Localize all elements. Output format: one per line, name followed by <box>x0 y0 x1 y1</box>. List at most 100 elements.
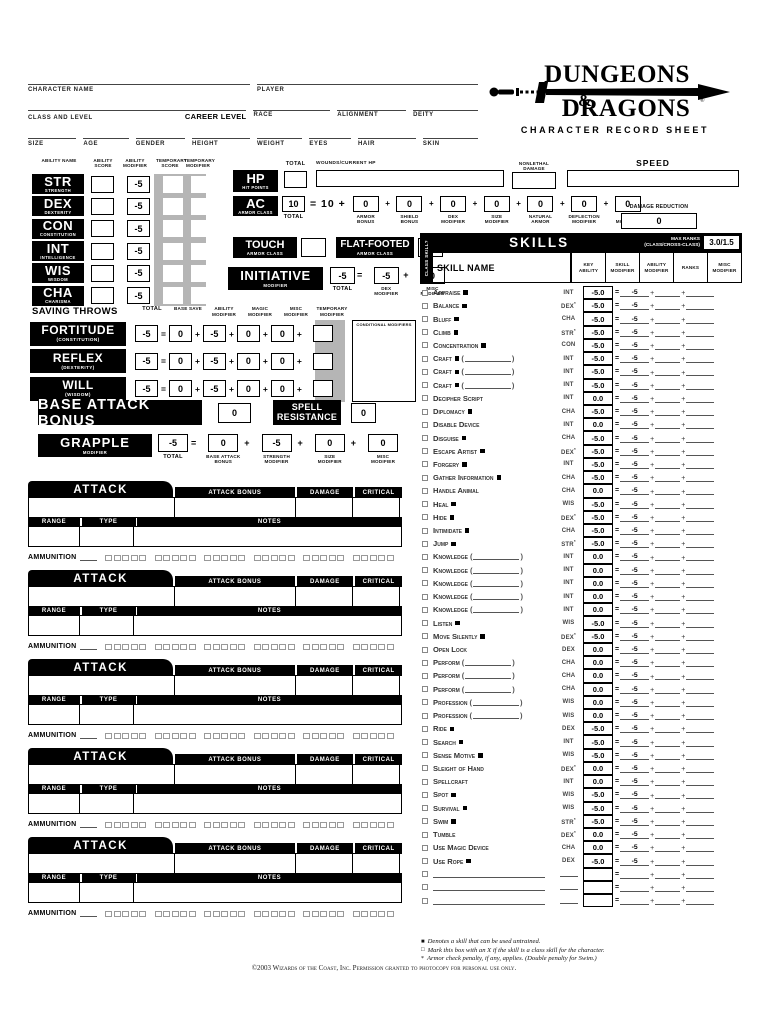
skill-modifier-box[interactable]: -5.0 <box>583 457 613 472</box>
cha-temp-modifier-input[interactable] <box>191 287 211 305</box>
ability-modifier-value[interactable]: -5 <box>620 341 650 350</box>
ranks-input[interactable] <box>655 711 681 721</box>
damage-input[interactable] <box>295 853 353 874</box>
ammo-checkbox[interactable] <box>337 910 344 917</box>
str-score-input[interactable] <box>91 175 114 193</box>
skill-specialty-input[interactable] <box>473 567 520 574</box>
class-skill-checkbox[interactable] <box>422 633 428 640</box>
ammo-checkbox[interactable] <box>122 554 129 561</box>
class-skill-checkbox[interactable] <box>422 686 428 693</box>
notes-input[interactable] <box>132 704 402 725</box>
ranks-input[interactable] <box>655 407 681 417</box>
ammo-checkbox[interactable] <box>279 910 286 917</box>
ability-modifier-value[interactable]: -5 <box>620 315 650 324</box>
skill-modifier-box[interactable]: -5.0 <box>583 629 613 643</box>
wounds-current-hp-input[interactable] <box>316 170 504 187</box>
skill-modifier-box[interactable]: 0.0 <box>583 827 613 842</box>
custom-key-ability-input[interactable] <box>559 882 578 891</box>
ammunition-input[interactable] <box>79 909 97 917</box>
ammo-checkbox[interactable] <box>262 643 269 650</box>
ability-modifier-value[interactable]: -5 <box>620 434 650 443</box>
alignment-input[interactable] <box>337 98 407 111</box>
skill-specialty-input[interactable] <box>464 382 511 389</box>
ammo-checkbox[interactable] <box>320 554 327 561</box>
ranks-input[interactable] <box>655 460 681 469</box>
misc-modifier-input[interactable] <box>686 777 715 787</box>
misc-modifier-input[interactable] <box>686 645 715 655</box>
critical-input[interactable] <box>351 586 400 607</box>
reflex-misc-modifier-input[interactable]: 0 <box>270 352 294 370</box>
character-name-input[interactable] <box>28 72 250 85</box>
ability-modifier-value[interactable]: -5 <box>620 698 650 707</box>
ability-modifier-value[interactable]: -5 <box>620 777 650 787</box>
misc-modifier-input[interactable] <box>686 896 715 906</box>
misc-modifier-input[interactable] <box>686 447 715 456</box>
ranks-input[interactable] <box>655 671 681 681</box>
ability-modifier-value[interactable]: -5 <box>620 328 650 337</box>
ammo-checkbox[interactable] <box>320 643 327 650</box>
skill-modifier-box[interactable]: -5.0 <box>583 299 613 313</box>
natural-armor-input[interactable]: 0 <box>527 196 554 212</box>
class-skill-checkbox[interactable] <box>422 527 428 534</box>
will-ability-modifier-input[interactable]: -5 <box>202 380 226 398</box>
ammo-checkbox[interactable] <box>229 821 237 828</box>
fortitude-base-save-input[interactable]: 0 <box>168 325 192 343</box>
skill-specialty-input[interactable] <box>473 699 520 706</box>
custom-skill-name-input[interactable] <box>433 897 545 905</box>
ammo-checkbox[interactable] <box>352 732 360 739</box>
skill-modifier-box[interactable]: 0.0 <box>583 391 613 405</box>
ammo-checkbox[interactable] <box>279 732 286 739</box>
size-input[interactable] <box>28 126 77 139</box>
ammo-checkbox[interactable] <box>303 732 310 739</box>
ranks-input[interactable] <box>655 830 681 840</box>
dex-modifier-input[interactable]: 0 <box>440 196 467 212</box>
ammo-checkbox[interactable] <box>311 643 319 650</box>
range-input[interactable] <box>28 526 80 547</box>
skill-modifier-box[interactable]: 0.0 <box>583 576 613 591</box>
ranks-input[interactable] <box>655 870 681 879</box>
misc-modifier-input[interactable] <box>686 619 715 628</box>
con-temp-modifier-input[interactable] <box>191 220 211 238</box>
ammo-checkbox[interactable] <box>221 554 228 561</box>
ammo-checkbox[interactable] <box>204 554 211 561</box>
ammo-checkbox[interactable] <box>188 554 196 561</box>
ammo-checkbox[interactable] <box>139 732 146 739</box>
ability-modifier-value[interactable] <box>620 870 650 879</box>
ranks-input[interactable] <box>655 645 681 655</box>
class-skill-checkbox[interactable] <box>422 659 428 666</box>
height-input[interactable] <box>192 126 250 139</box>
ammo-checkbox[interactable] <box>139 821 146 828</box>
ranks-input[interactable] <box>655 738 681 747</box>
ammunition-input[interactable] <box>79 642 97 650</box>
wis-score-input[interactable] <box>91 264 114 282</box>
ranks-input[interactable] <box>655 896 681 906</box>
grapple-strength-modifier-input[interactable]: -5 <box>261 434 292 452</box>
cha-modifier-input[interactable]: -5 <box>127 287 150 305</box>
notes-input[interactable] <box>132 526 402 547</box>
misc-modifier-input[interactable] <box>686 526 715 536</box>
skill-specialty-input[interactable] <box>473 593 520 601</box>
ammo-checkbox[interactable] <box>311 732 319 739</box>
ac-total-input[interactable]: 10 <box>282 196 305 212</box>
class-skill-checkbox[interactable] <box>422 699 428 706</box>
misc-modifier-input[interactable] <box>686 698 715 707</box>
base-attack-bonus-input[interactable]: 0 <box>218 402 251 423</box>
skill-modifier-box[interactable]: -5.0 <box>583 352 613 366</box>
ranks-input[interactable] <box>655 685 681 694</box>
misc-modifier-input[interactable] <box>686 817 715 826</box>
ammo-checkbox[interactable] <box>163 732 170 739</box>
class-skill-checkbox[interactable] <box>422 593 428 600</box>
misc-modifier-input[interactable] <box>686 843 715 853</box>
ammo-checkbox[interactable] <box>361 821 368 828</box>
ability-modifier-value[interactable]: -5 <box>620 288 650 298</box>
ammo-checkbox[interactable] <box>352 554 360 561</box>
class-skill-checkbox[interactable] <box>422 435 428 442</box>
type-input[interactable] <box>78 615 134 636</box>
ammo-checkbox[interactable] <box>130 732 138 739</box>
skill-specialty-input[interactable] <box>464 355 511 363</box>
reflex-ability-modifier-input[interactable]: -5 <box>202 352 226 370</box>
ammo-checkbox[interactable] <box>212 643 220 650</box>
ammo-checkbox[interactable] <box>253 732 261 739</box>
class-skill-checkbox[interactable] <box>422 580 428 587</box>
ability-modifier-value[interactable]: -5 <box>620 817 650 826</box>
